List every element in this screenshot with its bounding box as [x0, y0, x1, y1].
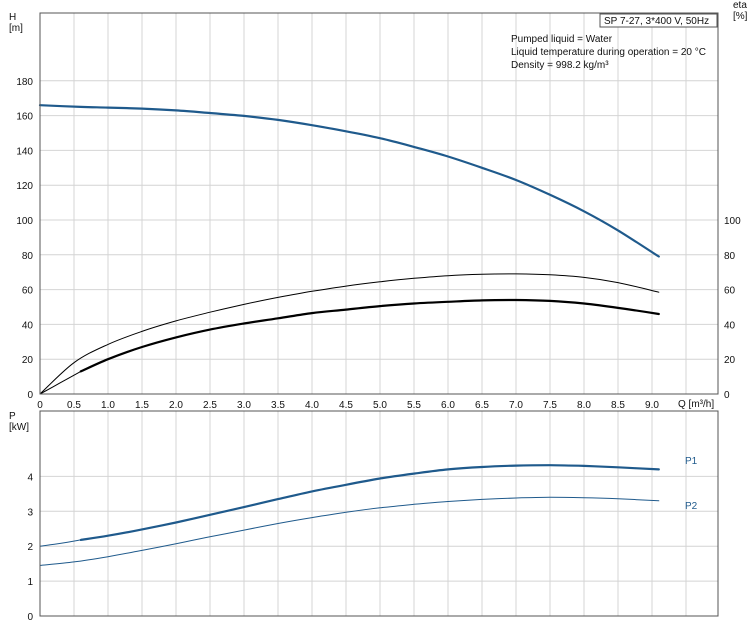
eta-tick-label: 60: [724, 286, 736, 297]
flow-tick-label: 5.0: [373, 400, 387, 411]
curve-eta-start: [39, 370, 82, 395]
flow-tick-label: 4.0: [305, 400, 319, 411]
info-pumped-liquid: Pumped liquid = Water: [511, 34, 613, 45]
series-label-p1: P1: [685, 456, 698, 467]
head-tick-label: 140: [16, 146, 33, 157]
head-efficiency-curves: [38, 104, 660, 395]
flow-tick-label: 2.5: [203, 400, 217, 411]
curve-H: [38, 104, 660, 258]
flow-tick-label: 1.5: [135, 400, 149, 411]
eta-tick-label: 0: [724, 390, 730, 401]
head-tick-label: 20: [22, 355, 34, 366]
power-axis-label: P [kW]: [9, 411, 29, 433]
curve-P1-start: [39, 539, 82, 547]
power-tick-label: 2: [27, 542, 33, 553]
head-tick-label: 0: [27, 390, 33, 401]
flow-tick-label: 7.0: [509, 400, 523, 411]
pump-title-box: [599, 13, 718, 28]
flow-tick-label: 0.5: [67, 400, 81, 411]
head-tick-label: 120: [16, 181, 33, 192]
info-density: Density = 998.2 kg/m³: [511, 60, 609, 71]
flow-tick-label: 0: [37, 400, 43, 411]
flow-axis-label: Q [m³/h]: [678, 399, 714, 410]
head-tick-label: 60: [22, 286, 34, 297]
power-tick-label: 4: [27, 472, 33, 483]
eta-tick-label: 80: [724, 251, 736, 262]
top-plot-frame: [39, 12, 719, 395]
flow-tick-label: 6.5: [475, 400, 489, 411]
flow-tick-label: 6.0: [441, 400, 455, 411]
head-tick-label: 160: [16, 112, 33, 123]
curve-eta-thin: [39, 273, 660, 395]
head-axis-label: H [m]: [9, 12, 23, 34]
eta-tick-label: 20: [724, 355, 736, 366]
power-tick-label: 3: [27, 507, 33, 518]
head-efficiency-grid: [40, 13, 718, 395]
head-tick-label: 100: [16, 216, 33, 227]
flow-tick-label: 8.5: [611, 400, 625, 411]
eta-axis-label: eta [%]: [733, 0, 748, 22]
power-grid: [40, 411, 718, 617]
eta-tick-label: 40: [724, 320, 736, 331]
flow-tick-label: 4.5: [339, 400, 353, 411]
bottom-plot-frame: [39, 410, 719, 617]
eta-tick-label: 100: [724, 216, 741, 227]
flow-tick-label: 9.0: [645, 400, 659, 411]
curve-eta-thick: [79, 298, 660, 373]
flow-tick-label: 5.5: [407, 400, 421, 411]
flow-tick-label: 3.0: [237, 400, 251, 411]
flow-tick-label: 1.0: [101, 400, 115, 411]
pump-title: SP 7-27, 3*400 V, 50Hz: [604, 16, 709, 27]
curve-P2: [39, 496, 660, 566]
head-tick-label: 180: [16, 77, 33, 88]
head-tick-label: 80: [22, 251, 34, 262]
power-tick-label: 0: [27, 612, 33, 623]
flow-tick-label: 8.0: [577, 400, 591, 411]
head-tick-label: 40: [22, 320, 34, 331]
info-liquid-temperature: Liquid temperature during operation = 20…: [511, 47, 706, 58]
curve-P1-main: [79, 464, 660, 541]
flow-tick-label: 7.5: [543, 400, 557, 411]
flow-tick-label: 3.5: [271, 400, 285, 411]
power-tick-label: 1: [27, 577, 33, 588]
flow-tick-label: 2.0: [169, 400, 183, 411]
series-label-p2: P2: [685, 501, 698, 512]
power-curves: [39, 464, 660, 566]
